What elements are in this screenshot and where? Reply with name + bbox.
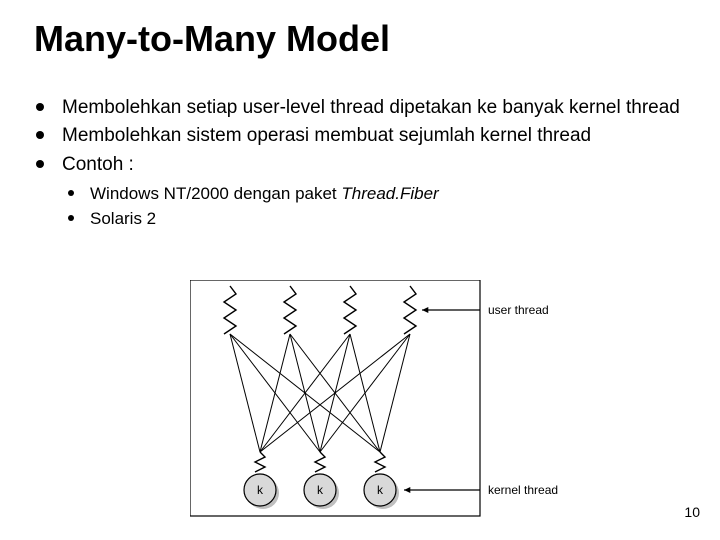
slide-title: Many-to-Many Model bbox=[34, 18, 390, 60]
sub-bullet-text: Windows NT/2000 dengan paket bbox=[90, 184, 341, 203]
sub-bullet-item: Windows NT/2000 dengan paket Thread.Fibe… bbox=[62, 183, 684, 205]
sub-bullet-text: Solaris 2 bbox=[90, 209, 156, 228]
slide-content: Membolehkan setiap user-level thread dip… bbox=[34, 96, 684, 233]
page-number: 10 bbox=[684, 504, 700, 520]
bullet-text: Membolehkan sistem operasi membuat sejum… bbox=[62, 125, 591, 146]
bullet-text: Membolehkan setiap user-level thread dip… bbox=[62, 97, 680, 118]
sub-bullet-item: Solaris 2 bbox=[62, 208, 684, 230]
svg-text:k: k bbox=[257, 483, 264, 497]
bullet-item: Membolehkan setiap user-level thread dip… bbox=[34, 96, 684, 120]
sub-bullet-italic: Thread.Fiber bbox=[341, 184, 438, 203]
bullet-item: Membolehkan sistem operasi membuat sejum… bbox=[34, 124, 684, 148]
bullet-item: Contoh : Windows NT/2000 dengan paket Th… bbox=[34, 153, 684, 230]
thread-diagram: k k k user thread kernel thread bbox=[190, 280, 590, 520]
svg-text:k: k bbox=[317, 483, 324, 497]
svg-text:user thread: user thread bbox=[488, 303, 549, 317]
svg-text:kernel thread: kernel thread bbox=[488, 483, 558, 497]
bullet-text: Contoh : bbox=[62, 154, 134, 175]
svg-text:k: k bbox=[377, 483, 384, 497]
